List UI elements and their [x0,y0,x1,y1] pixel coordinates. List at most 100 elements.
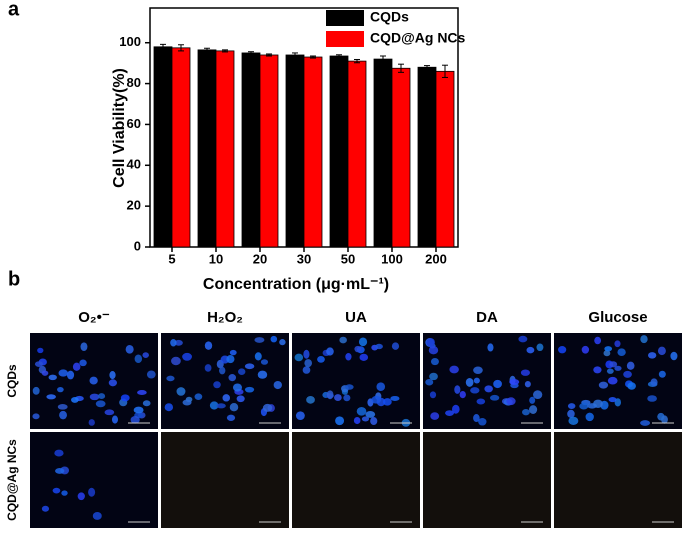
cell-nucleus [614,340,621,348]
x-tick-label: 10 [209,251,223,266]
column-header: H₂O₂ [207,309,243,326]
cell-nucleus [526,346,535,354]
bar [303,56,323,248]
cell-nucleus [32,413,40,420]
bar [435,70,455,248]
cell-nucleus [125,344,134,354]
cell-nucleus [77,492,85,501]
cell-nucleus [365,410,376,418]
cell-nucleus [134,354,143,364]
cell-nucleus [449,365,459,374]
cell-nucleus [304,359,313,368]
cell-nucleus [262,403,273,412]
cell-nucleus [361,416,370,422]
cell-nucleus [487,343,494,352]
cell-nucleus [640,420,651,426]
cell-nucleus [604,346,613,352]
cell-nucleus [219,366,226,375]
bar [153,46,173,248]
cell-nucleus [356,406,367,416]
cell-nucleus [326,347,334,356]
legend-swatch [326,31,364,47]
cell-nucleus [57,404,68,410]
cell-nucleus [229,402,239,412]
cell-nucleus [306,395,315,404]
cell-nucleus [164,403,174,412]
row-label: CQD@Ag NCs [5,439,19,521]
cell-nucleus [650,378,658,387]
cell-nucleus [558,346,567,354]
cell-nucleus [473,366,483,375]
column-header: Glucose [588,309,647,326]
cell-nucleus [627,382,636,390]
micrograph [161,333,289,429]
cell-nucleus [359,353,369,361]
row-label: CQDs [5,364,19,398]
cell-nucleus [493,379,502,389]
cell-nucleus [146,370,156,379]
cell-nucleus [375,343,383,350]
cell-nucleus [32,386,40,395]
legend-label: CQD@Ag NCs [370,30,466,46]
bar [241,52,261,248]
cell-nucleus [58,369,69,377]
cell-nucleus [518,335,528,343]
cell-nucleus [213,381,221,389]
bar [215,50,235,248]
cell-nucleus [335,416,345,426]
cell-nucleus [459,390,466,399]
column-header: DA [476,309,498,326]
cell-nucleus [182,399,192,406]
cell-nucleus [445,410,454,417]
cell-nucleus [98,393,106,400]
cell-nucleus [382,398,392,406]
cell-nucleus [88,487,96,497]
cell-nucleus [430,357,439,366]
cell-nucleus [279,339,286,346]
cell-nucleus [358,337,368,347]
bar [197,49,217,248]
micrograph [423,432,551,528]
cell-nucleus [607,376,618,385]
cell-nucleus [95,400,106,408]
cell-nucleus [626,361,635,370]
cell-nucleus [170,338,177,347]
cell-nucleus [52,487,61,494]
cell-nucleus [647,352,657,359]
cell-nucleus [130,416,140,424]
cell-nucleus [326,390,334,400]
cell-nucleus [37,347,44,354]
cell-nucleus [334,394,342,401]
cell-nucleus [390,395,400,401]
cell-nucleus [303,349,310,359]
cell-nucleus [371,395,382,404]
cell-nucleus [59,410,67,420]
cell-nucleus [54,449,64,457]
cell-nucleus [79,359,87,367]
cell-nucleus [228,374,237,382]
cell-nucleus [343,394,351,402]
cell-nucleus [567,409,575,418]
legend-swatch [326,10,364,26]
cell-nucleus [598,381,609,389]
cell-nucleus [465,377,474,387]
cell-nucleus [454,385,461,394]
cell-nucleus [72,362,81,371]
cell-nucleus [376,382,386,391]
y-tick-label: 100 [119,34,141,49]
x-tick-label: 50 [341,251,355,266]
cell-nucleus [294,353,304,362]
cell-nucleus [260,359,269,365]
x-tick-label: 200 [425,251,447,266]
cell-nucleus [142,400,151,407]
cell-nucleus [137,389,147,396]
cell-nucleus [522,408,530,416]
y-tick-label: 20 [127,198,141,213]
cell-nucleus [609,361,618,368]
cell-nucleus [226,414,236,421]
cell-nucleus [428,346,439,355]
cell-nucleus [48,374,57,381]
cell-nucleus [593,366,602,374]
micrograph [292,432,420,528]
